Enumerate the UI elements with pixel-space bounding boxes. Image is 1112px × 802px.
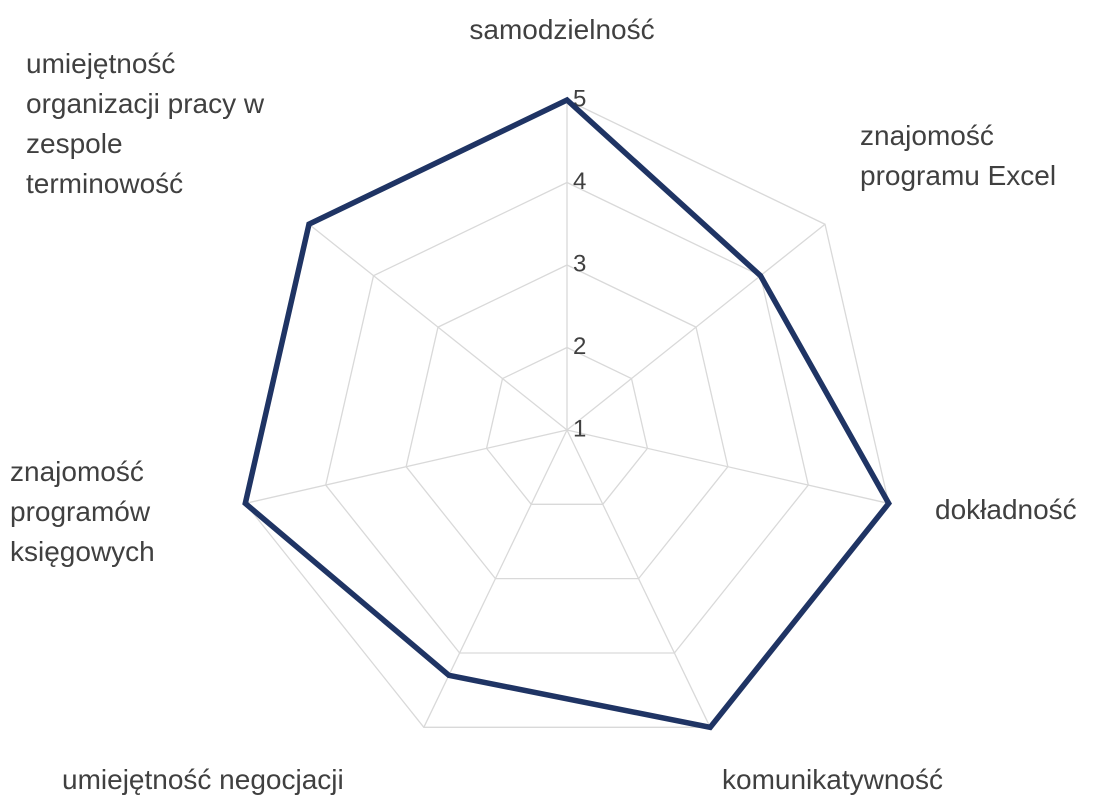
category-label: znajomość programów księgowych — [10, 456, 155, 567]
spoke — [308, 223, 568, 431]
spoke — [245, 429, 568, 505]
data-line — [242, 96, 893, 731]
spoke — [566, 223, 826, 431]
spoke — [566, 429, 889, 505]
tick-label: 1 — [573, 415, 586, 442]
grid-ring — [405, 264, 729, 580]
category-label: komunikatywność — [722, 764, 943, 795]
spoke — [566, 429, 711, 728]
grid-ring — [485, 346, 649, 505]
category-label: umiejętność negocjacji — [62, 764, 344, 795]
grid-ring — [325, 181, 809, 654]
category-label: umiejętność organizacji pracy w zespole … — [26, 48, 265, 199]
category-label: samodzielność — [469, 14, 655, 45]
category-label: znajomość programu Excel — [860, 120, 1057, 191]
tick-label: 4 — [573, 168, 586, 195]
category-label: dokładność — [935, 494, 1077, 525]
tick-label: 2 — [573, 333, 586, 360]
tick-label: 3 — [573, 250, 586, 277]
